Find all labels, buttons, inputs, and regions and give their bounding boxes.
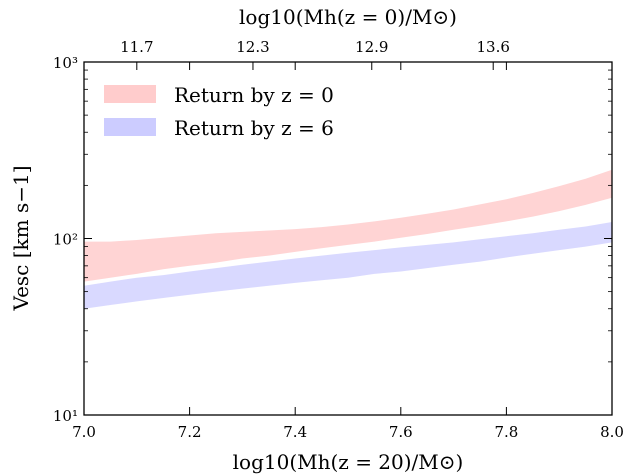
x-tick-label: 7.0 [72, 423, 96, 441]
top-axis-label: log10(Mh(z = 0)/M⊙) [239, 5, 457, 29]
top-tick-label: 13.6 [476, 38, 509, 56]
legend-swatch-z6 [104, 118, 156, 136]
legend-label-z6: Return by z = 6 [174, 116, 334, 140]
axis-ticks [83, 61, 613, 416]
top-tick-label: 12.9 [355, 38, 388, 56]
legend-label-z0: Return by z = 0 [174, 83, 334, 107]
x-tick-label: 7.4 [283, 423, 307, 441]
legend-swatch-z0 [104, 85, 156, 103]
y-axis-label: Vesc [km s−1] [9, 165, 33, 311]
x-tick-label: 8.0 [600, 423, 624, 441]
y-tick-label: 10³ [53, 54, 78, 72]
axis-tick-labels: 7.0 7.2 7.4 7.6 7.8 8.0 11.7 12.3 12.9 13.6 10¹ 10²… [53, 38, 624, 441]
band-return-by-z0 [84, 169, 612, 282]
y-tick-label: 10² [53, 231, 78, 249]
x-axis-label: log10(Mh(z = 20)/M⊙) [233, 450, 464, 474]
x-tick-label: 7.8 [494, 423, 518, 441]
top-tick-label: 12.3 [236, 38, 269, 56]
x-tick-label: 7.2 [178, 423, 202, 441]
top-tick-label: 11.7 [120, 38, 153, 56]
y-tick-label: 10¹ [53, 407, 78, 425]
x-tick-label: 7.6 [389, 423, 413, 441]
bands [84, 169, 612, 309]
legend: Return by z = 0 Return by z = 6 [104, 83, 334, 140]
band-return-by-z6 [84, 222, 612, 309]
